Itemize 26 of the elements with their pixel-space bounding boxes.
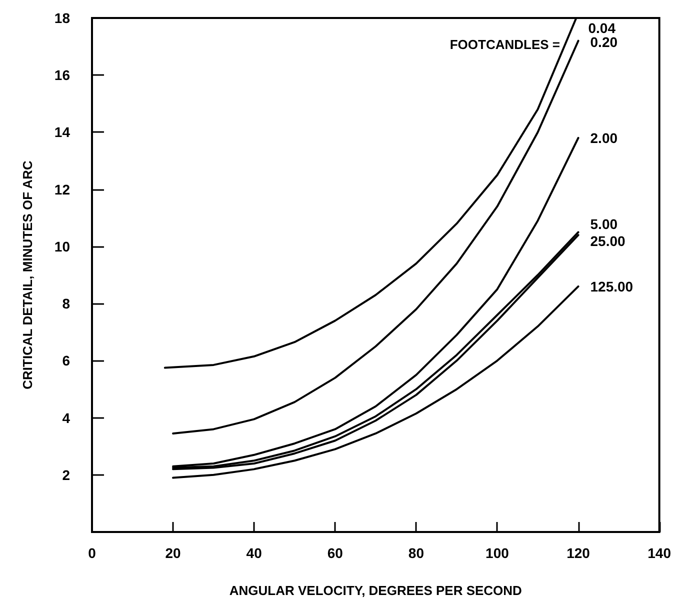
y-tick-label: 6 [62,352,70,369]
y-tick-label: 2 [62,466,70,483]
series-label: 25.00 [590,233,626,250]
x-tick-label: 0 [88,545,96,561]
y-tick-label: 12 [54,181,70,198]
x-tick-label: 80 [408,545,424,561]
y-tick-label: 10 [54,238,70,254]
series-label: 0.20 [590,34,618,50]
legend-title: FOOTCANDLES = [450,37,560,52]
x-tick-label: 40 [246,545,262,561]
series-label: 125.00 [590,278,634,294]
x-tick-label: 20 [165,545,182,561]
y-tick-label: 16 [54,67,70,84]
y-tick-label: 8 [62,296,70,312]
y-axis-title: CRITICAL DETAIL, MINUTES OF ARC [20,160,35,390]
x-tick-label: 60 [327,545,344,561]
x-tick-label: 100 [486,545,510,561]
series-label: 2.00 [590,130,618,146]
x-tick-label: 120 [566,545,590,561]
series-label: 0.04 [588,20,616,36]
series-label: 5.00 [590,216,618,232]
y-tick-label: 18 [54,10,70,26]
x-tick-label: 140 [648,545,672,561]
y-tick-label: 4 [62,410,70,426]
y-tick-label: 14 [54,124,70,140]
x-axis-title: ANGULAR VELOCITY, DEGREES PER SECOND [229,583,522,598]
